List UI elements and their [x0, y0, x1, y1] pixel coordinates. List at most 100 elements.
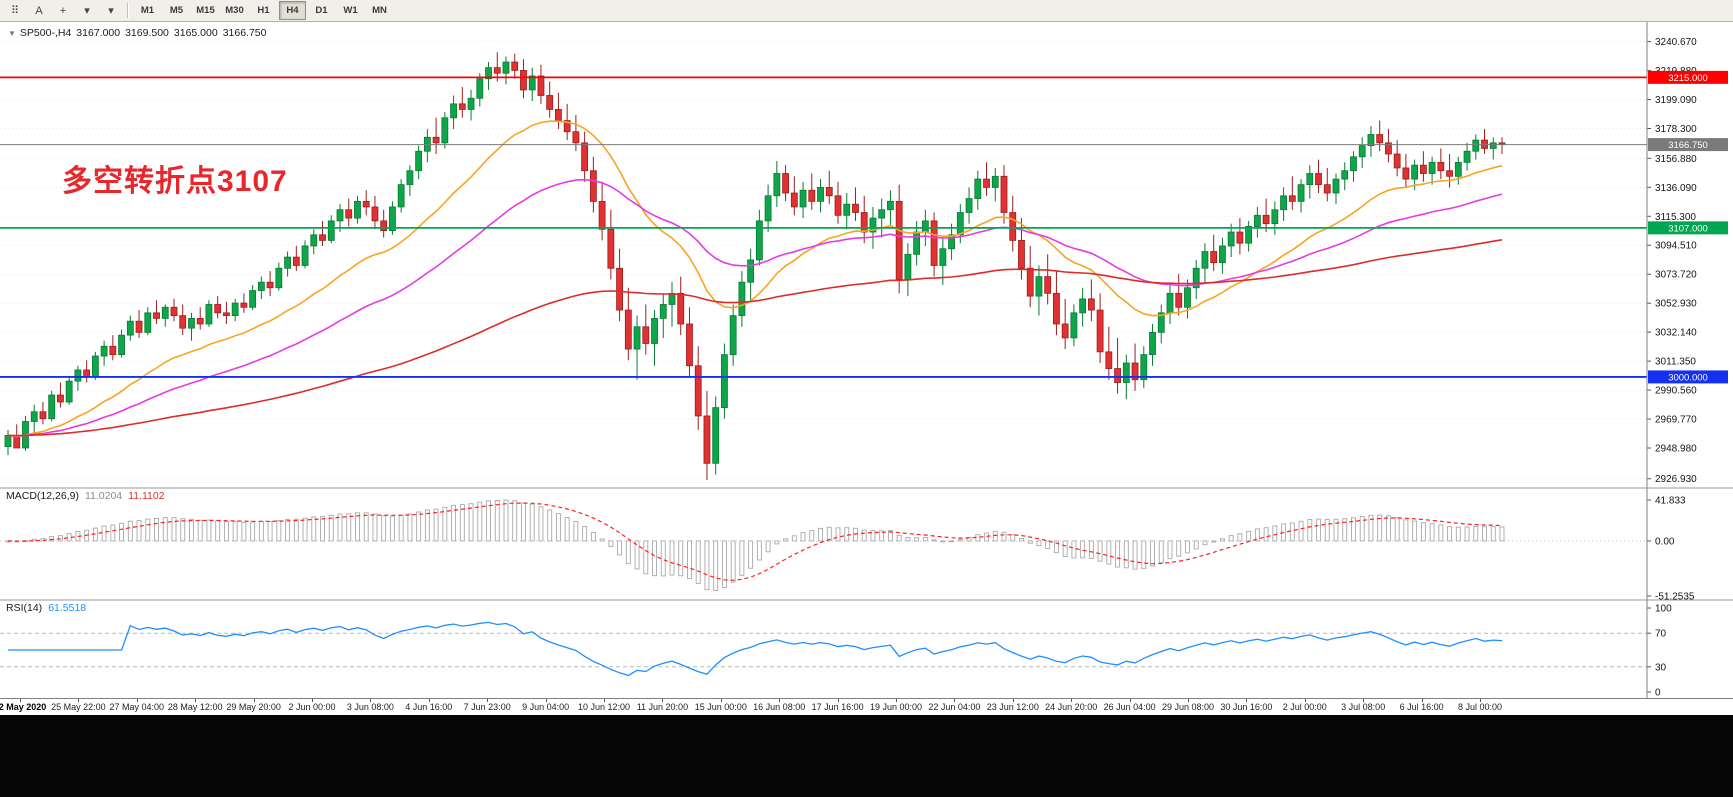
annotate-icon[interactable]: A: [35, 4, 43, 17]
time-axis-label: 30 Jun 16:00: [1220, 702, 1273, 712]
macd-label: MACD(12,26,9): [6, 490, 79, 502]
timeframe-button-MN[interactable]: MN: [372, 5, 387, 16]
chart-menu-icon[interactable]: ▼: [8, 29, 16, 38]
macd-main-value: 11.0204: [84, 490, 123, 502]
drag-handle-icon[interactable]: ⠿: [10, 5, 20, 17]
toolbar: ⠿ A + ▾ ▾ M1 M5 M15 M30 H1 H4 D1 W1 MN: [0, 0, 1733, 22]
crosshair-icon[interactable]: +: [59, 4, 67, 17]
main-chart-plot-area[interactable]: [0, 22, 1647, 487]
time-tick: [954, 699, 956, 702]
price-scale[interactable]: 3240.6703219.8803199.0903178.3003156.880…: [1647, 22, 1733, 698]
time-axis-label: 17 Jun 16:00: [811, 702, 864, 712]
bottom-panel: [0, 714, 1733, 797]
time-axis-label: 29 Jun 08:00: [1161, 702, 1215, 712]
chart-text-annotation[interactable]: 多空转折点3107: [62, 165, 288, 198]
svg-text:3215.000: 3215.000: [1668, 73, 1708, 84]
time-tick: [312, 699, 313, 702]
chart-canvas[interactable]: 3240.6703219.8803199.0903178.3003156.880…: [0, 22, 1733, 698]
svg-text:3073.720: 3073.720: [1655, 270, 1697, 281]
time-tick: [1129, 699, 1131, 702]
svg-text:3240.670: 3240.670: [1655, 37, 1697, 48]
time-axis-label: 25 May 22:00: [51, 702, 106, 712]
chart-ohlc-header: ▼ SP500-,H4 3167.000 3169.500 3165.000 3166.7…: [8, 27, 271, 39]
ohlc-high: 3169.500: [125, 27, 169, 39]
time-tick: [20, 699, 21, 702]
svg-text:3032.140: 3032.140: [1655, 328, 1697, 339]
timeframe-button-W1[interactable]: W1: [343, 5, 358, 16]
ohlc-low: 3165.000: [173, 27, 218, 39]
timeframe-button-M5[interactable]: M5: [169, 5, 184, 16]
svg-text:3000.000: 3000.000: [1668, 372, 1708, 383]
svg-text:3136.090: 3136.090: [1655, 183, 1697, 194]
time-tick: [1012, 699, 1014, 702]
time-tick: [604, 699, 605, 702]
time-tick: [195, 699, 197, 702]
time-axis-label: 24 Jun 20:00: [1045, 702, 1098, 712]
svg-text:70: 70: [1655, 629, 1667, 640]
macd-panel[interactable]: 41.833 0.00 -51.2535: [0, 496, 1695, 603]
time-axis-label: 28 May 12:00: [167, 702, 223, 712]
timeframe-button-H1[interactable]: H1: [257, 5, 270, 16]
svg-text:3107.000: 3107.000: [1668, 223, 1708, 234]
svg-text:0: 0: [1655, 688, 1661, 699]
macd-header: MACD(12,26,9) 11.0204 11.1102: [6, 490, 171, 502]
time-axis-label: 4 Jun 16:00: [405, 702, 453, 712]
time-tick: [720, 699, 722, 702]
svg-text:3166.750: 3166.750: [1668, 140, 1708, 151]
time-tick: [1246, 699, 1248, 702]
rsi-label: RSI(14): [6, 602, 43, 614]
svg-text:3115.300: 3115.300: [1655, 212, 1696, 223]
svg-text:2926.930: 2926.930: [1655, 474, 1697, 485]
time-axis-label: 22 Jun 04:00: [928, 702, 981, 712]
time-axis-label: 3 Jun 08:00: [346, 702, 394, 712]
time-tick: [779, 699, 781, 702]
timeframe-button-D1[interactable]: D1: [315, 5, 328, 16]
svg-text:2990.560: 2990.560: [1655, 386, 1697, 397]
time-tick: [370, 699, 372, 702]
rsi-panel[interactable]: 100 70 30 0: [0, 604, 1672, 699]
svg-text:3156.880: 3156.880: [1655, 154, 1697, 165]
ma-mid-line: [7, 178, 1503, 437]
timeframe-button-M30[interactable]: M30: [225, 5, 244, 16]
timeframe-button-H4[interactable]: H4: [279, 1, 306, 20]
time-axis-label: 6 Jul 16:00: [1399, 702, 1444, 712]
svg-text:100: 100: [1655, 604, 1672, 615]
ohlc-open: 3167.000: [76, 27, 121, 39]
price-gridlines: [0, 41, 1647, 480]
time-axis-label: 19 Jun 00:00: [869, 702, 923, 712]
svg-text:2948.980: 2948.980: [1655, 444, 1697, 455]
time-tick: [428, 699, 430, 702]
time-axis-label: 11 Jun 20:00: [636, 702, 689, 712]
horizontal-levels: 3215.000 3166.750 3107.000 3000.000: [0, 70, 1728, 384]
timeframe-button-M15[interactable]: M15: [196, 5, 215, 16]
svg-text:-51.2535: -51.2535: [1655, 592, 1695, 603]
svg-text:3178.300: 3178.300: [1655, 124, 1697, 135]
time-tick: [1363, 699, 1365, 702]
svg-text:3199.090: 3199.090: [1655, 95, 1697, 106]
ma-fast-line: [7, 120, 1503, 438]
time-tick: [1421, 699, 1423, 702]
time-axis-label: 15 Jun 00:00: [694, 702, 747, 712]
time-axis-label: 2 Jun 00:00: [288, 702, 336, 712]
time-tick: [1188, 699, 1189, 702]
svg-text:3011.350: 3011.350: [1655, 357, 1696, 368]
time-axis-label: 3 Jul 08:00: [1341, 702, 1386, 712]
time-axis-label: 27 May 04:00: [109, 702, 165, 712]
time-axis-label: 2 Jul 00:00: [1282, 702, 1327, 712]
time-tick: [1304, 699, 1306, 702]
time-tick: [253, 699, 255, 702]
chart-symbol-period: SP500-,H4: [19, 27, 72, 39]
time-axis-label: 10 Jun 12:00: [577, 702, 631, 712]
svg-text:41.833: 41.833: [1655, 496, 1686, 507]
time-axis-label: 9 Jun 04:00: [522, 702, 570, 712]
line-studies-icon[interactable]: ▾: [84, 5, 90, 17]
timeframe-button-M1[interactable]: M1: [140, 5, 155, 16]
time-tick: [545, 699, 547, 702]
time-axis-label: 8 Jul 00:00: [1457, 702, 1503, 712]
time-tick: [78, 699, 80, 702]
rsi-header: RSI(14) 61.5518: [6, 602, 92, 614]
macd-signal-value: 11.1102: [128, 490, 165, 502]
shapes-icon[interactable]: ▾: [108, 5, 114, 17]
